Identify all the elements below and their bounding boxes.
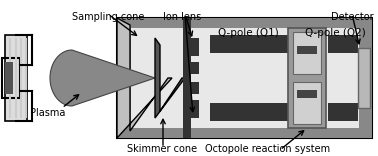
Bar <box>297 90 317 98</box>
Bar <box>288 28 326 128</box>
Bar <box>117 18 372 28</box>
Bar <box>191 62 199 74</box>
Text: Q-pole (Q1): Q-pole (Q1) <box>218 28 278 38</box>
Bar <box>293 82 321 124</box>
Polygon shape <box>117 18 172 138</box>
Bar <box>5 35 27 121</box>
Bar <box>191 38 199 56</box>
Bar <box>2 58 20 98</box>
Bar <box>328 103 358 121</box>
Bar <box>117 18 131 138</box>
Bar <box>191 82 199 94</box>
Bar <box>328 35 358 53</box>
Text: Ion lens: Ion lens <box>163 12 201 22</box>
Bar <box>117 128 372 138</box>
Bar <box>210 103 288 121</box>
Text: Plasma: Plasma <box>30 108 66 118</box>
Text: Sampling cone: Sampling cone <box>72 12 144 22</box>
Bar <box>5 62 13 94</box>
Text: Skimmer cone: Skimmer cone <box>127 144 197 154</box>
Bar <box>359 18 372 138</box>
Text: Octopole reaction system: Octopole reaction system <box>205 144 331 154</box>
Bar <box>358 48 370 108</box>
Polygon shape <box>50 50 155 106</box>
Bar <box>293 32 321 74</box>
Bar <box>183 18 191 138</box>
Polygon shape <box>155 38 185 118</box>
Bar <box>297 46 317 54</box>
Bar <box>127 25 364 131</box>
Text: Q-pole (Q2): Q-pole (Q2) <box>305 28 366 38</box>
Bar <box>117 18 372 138</box>
Bar <box>210 35 288 53</box>
Bar <box>191 100 199 118</box>
Text: Detector: Detector <box>331 12 373 22</box>
